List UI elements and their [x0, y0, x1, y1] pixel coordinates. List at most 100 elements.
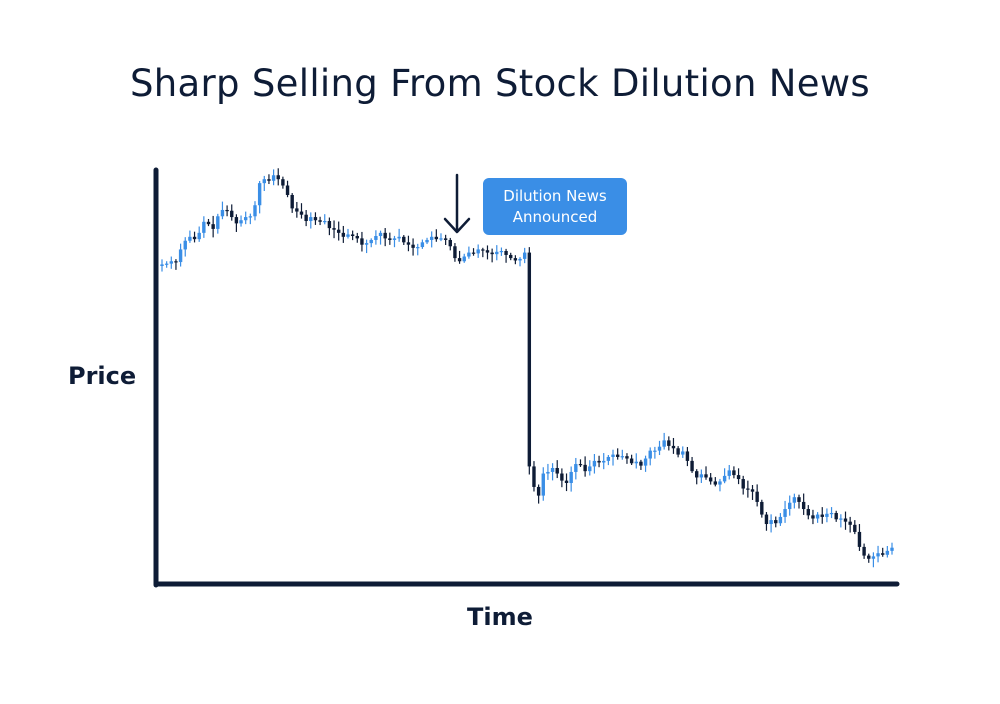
candle-body [202, 221, 206, 233]
candle-body [206, 221, 211, 225]
candle-body [383, 232, 387, 239]
candle-body [341, 232, 346, 237]
candle-body [453, 246, 457, 259]
candle-body [676, 448, 680, 455]
candle-body [606, 456, 611, 461]
x-axis-label: Time [467, 603, 533, 631]
annotation-box: Dilution News Announced [483, 178, 627, 235]
candle-body [792, 497, 797, 503]
candle-body [411, 244, 415, 248]
candle-body [271, 175, 276, 181]
candle-body [774, 520, 778, 524]
candle-body [657, 446, 662, 451]
candle-body [801, 501, 806, 510]
candle-body [560, 473, 564, 481]
candle-body [648, 450, 652, 459]
candle-body [350, 234, 355, 237]
candle-body [504, 251, 508, 255]
candle-body [569, 471, 573, 483]
candle-body [434, 236, 439, 240]
candle-body [160, 264, 164, 266]
candle-body [425, 239, 429, 243]
candle-body [797, 497, 801, 502]
candle-body [857, 531, 862, 547]
candle-body [695, 471, 699, 478]
candle-body [490, 252, 494, 255]
candle-body [178, 249, 183, 263]
candle-body [443, 238, 448, 240]
candle-body [397, 236, 401, 239]
candle-body [309, 217, 313, 222]
candle-body [220, 209, 225, 217]
candle-body [550, 468, 555, 472]
candle-body [727, 470, 731, 476]
candle-body [323, 221, 327, 223]
candle-body [197, 232, 201, 240]
annotation-text: Dilution News Announced [503, 186, 607, 226]
candle-body [736, 475, 741, 480]
candle-body [750, 489, 755, 492]
candle-body [234, 217, 239, 224]
candle-body [629, 458, 634, 464]
candle-body [839, 518, 843, 520]
candle-body [746, 488, 750, 490]
candle-body [862, 546, 866, 556]
candle-body [471, 252, 476, 254]
candle-body [597, 460, 601, 463]
candle-body [546, 471, 550, 474]
candle-body [248, 216, 253, 218]
candle-body [499, 251, 504, 253]
candle-body [318, 220, 322, 222]
candle-body [620, 456, 625, 458]
candle-body [230, 210, 234, 218]
candle-body [722, 475, 727, 482]
candles-group [160, 168, 894, 568]
candle-body [304, 214, 308, 222]
candle-body [183, 240, 187, 250]
candle-body [574, 464, 578, 472]
candle-body [876, 553, 880, 557]
candle-body [825, 513, 829, 517]
candle-body [853, 524, 857, 532]
candle-body [653, 450, 657, 452]
candle-body [615, 454, 620, 457]
candle-body [388, 238, 392, 240]
candle-body [578, 464, 583, 466]
candle-body [588, 466, 592, 472]
candle-body [476, 249, 480, 254]
candle-body [518, 258, 522, 261]
candle-body [192, 236, 197, 240]
candle-body [485, 250, 490, 253]
candle-body [834, 512, 838, 520]
candle-body [169, 261, 173, 264]
candle-body [755, 491, 759, 502]
candle-body [532, 466, 536, 487]
candle-body [225, 209, 229, 212]
candle-body [467, 252, 471, 257]
candle-body [299, 211, 304, 215]
candle-body [699, 474, 704, 478]
candle-body [690, 460, 694, 472]
candle-body [420, 242, 425, 248]
candle-body [667, 440, 671, 446]
candle-body [495, 251, 499, 255]
chart-title: Sharp Selling From Stock Dilution News [130, 62, 870, 105]
candle-body [592, 460, 597, 467]
candle-body [164, 263, 169, 265]
candle-body [890, 547, 894, 551]
candle-body [788, 502, 792, 510]
candle-body [536, 486, 541, 496]
candle-body [239, 220, 243, 224]
candle-body [848, 521, 852, 525]
candle-body [336, 229, 341, 233]
candle-body [881, 553, 885, 555]
candle-body [625, 456, 629, 459]
candle-body [243, 217, 248, 221]
candle-body [732, 470, 736, 476]
candle-body [462, 256, 466, 262]
candle-body [769, 520, 773, 525]
candle-body [685, 451, 690, 461]
candle-body [602, 460, 606, 463]
candle-body [671, 445, 676, 449]
candle-body [713, 481, 718, 485]
